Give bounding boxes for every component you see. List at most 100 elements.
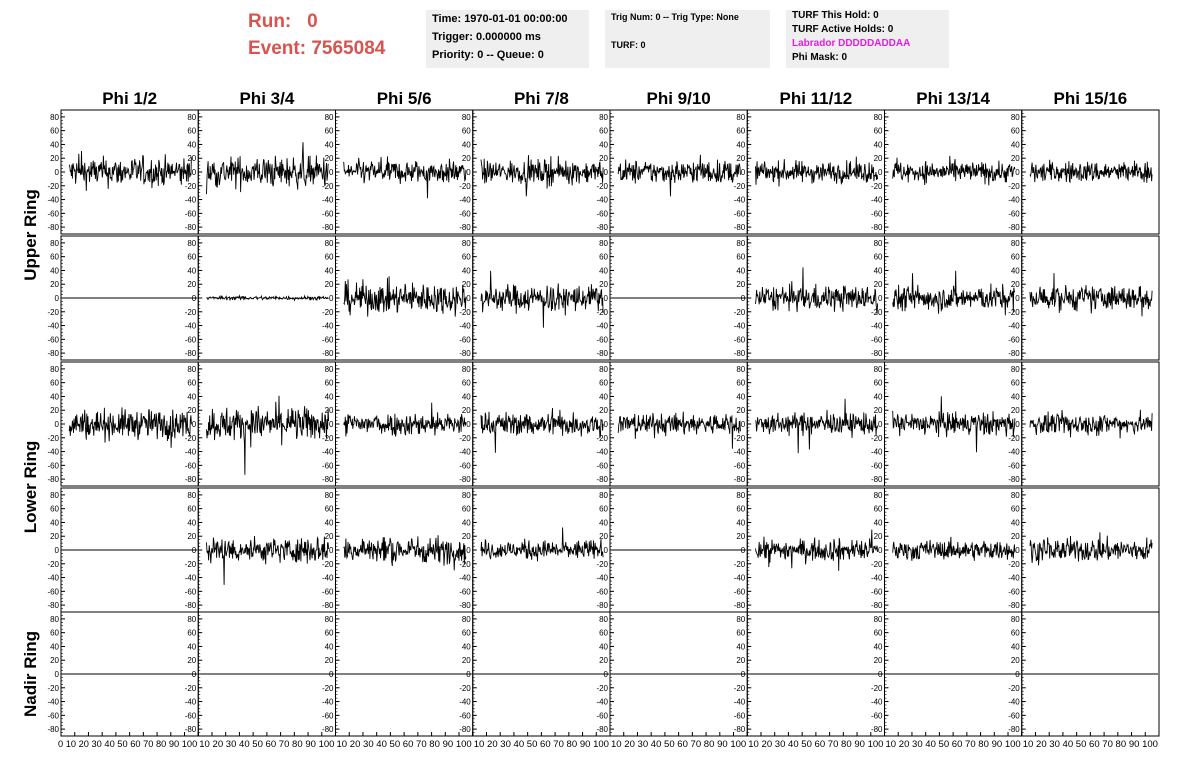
y-tick-label: -80 (871, 349, 883, 358)
y-tick-label: -80 (47, 349, 59, 358)
y-tick-label: -60 (322, 711, 334, 720)
y-tick-label: -40 (459, 574, 471, 583)
y-tick-label: 20 (187, 532, 196, 541)
y-tick-label: 40 (736, 140, 745, 149)
y-tick-label: 80 (187, 615, 196, 624)
y-tick-label: 20 (325, 406, 334, 415)
y-tick-label: 80 (462, 491, 471, 500)
y-tick-label: -60 (47, 711, 59, 720)
y-tick-label: 80 (874, 113, 883, 122)
y-tick-label: 80 (462, 239, 471, 248)
y-tick-label: 0 (1015, 168, 1020, 177)
y-tick-label: -40 (322, 448, 334, 457)
y-tick-label: 20 (462, 280, 471, 289)
y-tick-label: 0 (741, 546, 746, 555)
y-tick-label: -20 (1008, 308, 1020, 317)
y-tick-label: 0 (741, 294, 746, 303)
y-tick-label: 40 (325, 392, 334, 401)
y-tick-label: -40 (47, 698, 59, 707)
waveform-line (755, 156, 879, 187)
y-tick-label: -20 (734, 434, 746, 443)
y-tick-label: -40 (322, 698, 334, 707)
y-tick-label: 0 (55, 420, 60, 429)
y-tick-label: 20 (325, 280, 334, 289)
y-tick-label: -80 (871, 475, 883, 484)
y-tick-label: -20 (734, 684, 746, 693)
y-tick-label: -20 (322, 308, 334, 317)
y-tick-label: 40 (874, 392, 883, 401)
time-line: Time: 1970-01-01 00:00:00 (432, 13, 568, 25)
y-tick-label: 80 (187, 365, 196, 374)
y-tick-label: -60 (322, 587, 334, 596)
y-tick-label: 0 (878, 670, 883, 679)
y-tick-label: 0 (741, 420, 746, 429)
y-tick-label: 20 (736, 280, 745, 289)
waveform-line (892, 270, 1016, 316)
column-title: Phi 7/8 (514, 89, 569, 108)
y-tick-label: 60 (325, 127, 334, 136)
waveform-line (755, 398, 879, 454)
waveform-line (892, 536, 1016, 561)
y-tick-label: 40 (874, 266, 883, 275)
y-tick-label: -40 (459, 448, 471, 457)
y-tick-label: -20 (871, 684, 883, 693)
x-tick-labels: 10 20 30 40 50 60 70 80 90 100 (886, 739, 1021, 750)
y-tick-label: -40 (47, 322, 59, 331)
y-tick-label: 80 (462, 615, 471, 624)
y-tick-label: 20 (1011, 532, 1020, 541)
waveform-line (480, 155, 604, 197)
y-tick-label: 20 (187, 656, 196, 665)
event-row: Event: 7565084 (248, 35, 418, 62)
y-tick-label: 0 (466, 670, 471, 679)
y-tick-label: -80 (459, 475, 471, 484)
y-tick-label: -80 (459, 349, 471, 358)
y-tick-label: -60 (1008, 335, 1020, 344)
y-tick-label: 20 (187, 406, 196, 415)
event-value: 7565084 (311, 38, 386, 59)
y-tick-label: -60 (47, 209, 59, 218)
y-tick-label: -20 (459, 434, 471, 443)
y-tick-label: -80 (734, 349, 746, 358)
y-tick-label: 80 (874, 365, 883, 374)
y-tick-label: -20 (459, 684, 471, 693)
y-tick-label: -60 (596, 335, 608, 344)
y-tick-label: -80 (871, 601, 883, 610)
waveform-line (755, 267, 879, 314)
y-tick-label: 60 (50, 505, 59, 514)
y-tick-label: 40 (1011, 392, 1020, 401)
y-tick-label: -60 (185, 461, 197, 470)
y-tick-label: 80 (50, 615, 59, 624)
y-tick-label: 40 (874, 518, 883, 527)
waveform-line (1029, 532, 1153, 566)
y-tick-label: 0 (604, 420, 609, 429)
y-tick-label: -80 (734, 223, 746, 232)
y-tick-label: -80 (185, 349, 197, 358)
y-tick-label: 40 (736, 266, 745, 275)
y-tick-label: 20 (325, 656, 334, 665)
y-tick-label: -20 (1008, 182, 1020, 191)
y-tick-label: 80 (736, 113, 745, 122)
y-tick-label: 60 (599, 505, 608, 514)
y-tick-label: 40 (187, 266, 196, 275)
waveform-line (343, 535, 467, 571)
y-tick-label: 60 (874, 127, 883, 136)
y-tick-label: -20 (596, 684, 608, 693)
y-tick-label: -80 (596, 475, 608, 484)
y-tick-label: -20 (734, 308, 746, 317)
y-tick-label: -80 (47, 601, 59, 610)
y-tick-label: 0 (329, 294, 334, 303)
x-tick-labels: 0 10 20 30 40 50 60 70 80 90 100 (58, 739, 197, 750)
labrador-line: Labrador DDDDDADDAA (792, 38, 911, 49)
y-tick-label: 20 (462, 154, 471, 163)
y-tick-label: 0 (604, 294, 609, 303)
y-tick-label: 0 (604, 168, 609, 177)
y-tick-label: -60 (871, 335, 883, 344)
y-tick-label: 40 (325, 266, 334, 275)
y-tick-label: 40 (50, 140, 59, 149)
y-tick-label: 60 (736, 379, 745, 388)
column-title: Phi 3/4 (239, 89, 294, 108)
y-tick-label: 40 (599, 642, 608, 651)
y-tick-label: 0 (878, 168, 883, 177)
y-tick-label: 40 (1011, 266, 1020, 275)
y-tick-label: 20 (462, 532, 471, 541)
